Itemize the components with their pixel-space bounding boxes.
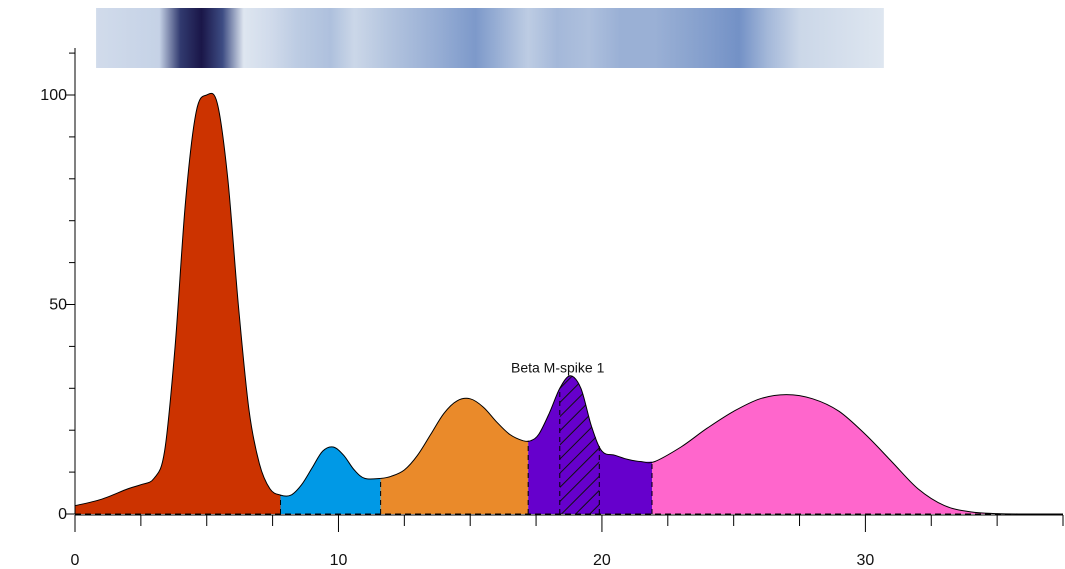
y-tick-label: 0 [58, 506, 67, 523]
x-tick-label: 20 [593, 552, 611, 569]
fraction-boundaries [280, 388, 653, 514]
x-tick-label: 30 [857, 552, 875, 569]
x-tick-label: 10 [330, 552, 348, 569]
fraction-area-alpha-1 [280, 446, 381, 514]
fraction-area-albumin [75, 93, 281, 514]
fraction-area-gamma [651, 394, 1063, 515]
gel-strip-image [96, 8, 884, 68]
y-tick-label: 100 [40, 87, 67, 104]
x-tick-label: 0 [71, 552, 80, 569]
axes: 0 50 100 0 10 20 30 [40, 48, 1064, 569]
y-tick-label: 50 [49, 297, 67, 314]
m-spike-label: Beta M-spike 1 [511, 360, 605, 376]
fraction-area-alpha-2 [380, 398, 529, 514]
densitometry-curve [74, 92, 1064, 515]
